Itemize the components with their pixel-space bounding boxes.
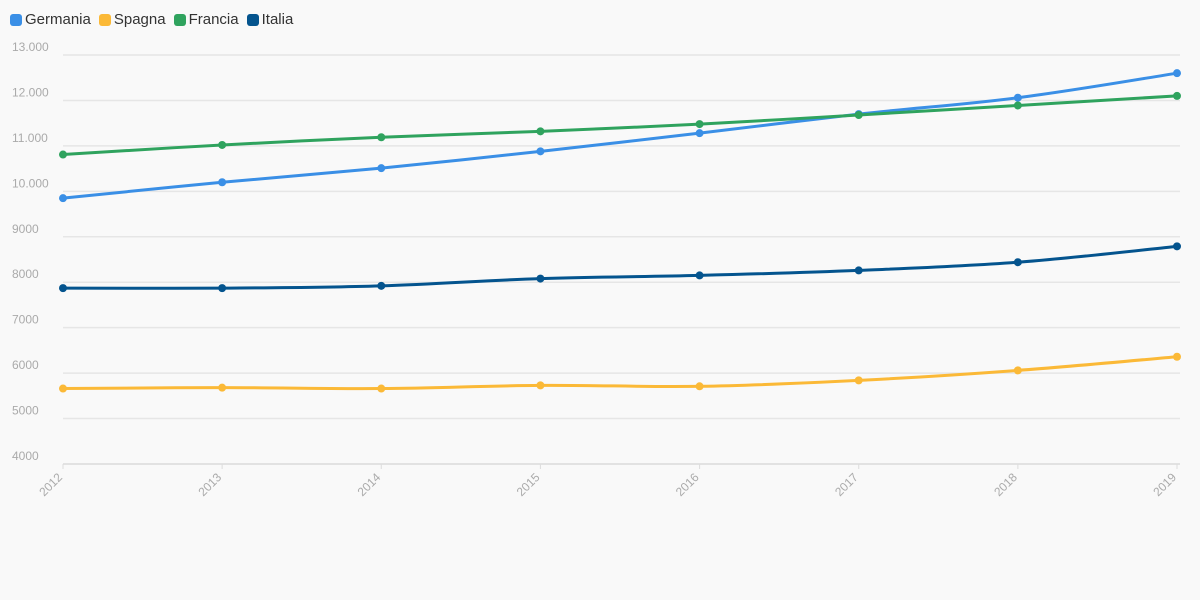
data-point-francia[interactable] xyxy=(59,150,67,159)
axis-layer: 4000 5000 6000 7000 8000 9000 10.000 11.000 12.0… xyxy=(12,40,1180,499)
y-tick-label: 13.000 xyxy=(12,40,49,54)
data-point-italia[interactable] xyxy=(1173,242,1181,251)
data-point-francia[interactable] xyxy=(1173,91,1181,100)
data-point-francia[interactable] xyxy=(695,120,704,129)
legend-swatch-italia xyxy=(246,13,259,26)
series-line-francia xyxy=(61,94,1179,157)
series-line-spagna xyxy=(61,355,1179,391)
x-tick-label: 2015 xyxy=(514,470,543,499)
data-point-francia[interactable] xyxy=(218,140,227,149)
grid-layer xyxy=(63,54,1180,465)
data-point-spagna[interactable] xyxy=(854,376,863,385)
y-tick-label: 5000 xyxy=(12,404,39,418)
x-tick-label: 2014 xyxy=(355,470,384,499)
x-tick-label: 2016 xyxy=(673,470,702,499)
x-tick-label: 2017 xyxy=(832,470,861,499)
y-tick-label: 8000 xyxy=(12,267,39,281)
legend-label-germania: Germania xyxy=(25,11,91,28)
series-layer xyxy=(59,69,1181,393)
data-point-spagna[interactable] xyxy=(59,384,67,393)
data-point-germania[interactable] xyxy=(59,194,67,203)
data-point-francia[interactable] xyxy=(1013,101,1022,110)
y-tick-label: 11.000 xyxy=(12,131,48,145)
legend-label-italia: Italia xyxy=(261,11,294,28)
x-tick-label: 2012 xyxy=(36,470,65,499)
data-point-francia[interactable] xyxy=(536,127,545,136)
data-point-spagna[interactable] xyxy=(695,382,704,391)
data-point-italia[interactable] xyxy=(218,284,227,293)
data-point-germania[interactable] xyxy=(536,147,545,156)
series-line-germania xyxy=(61,71,1179,200)
legend-swatch-germania xyxy=(10,13,22,26)
legend-swatch-spagna xyxy=(98,13,111,26)
data-point-francia[interactable] xyxy=(854,110,863,119)
legend: Germania Spagna Francia Italia xyxy=(10,11,293,28)
data-point-germania[interactable] xyxy=(1013,93,1022,102)
data-point-germania[interactable] xyxy=(1173,69,1181,78)
y-tick-label: 12.000 xyxy=(12,85,49,99)
legend-label-spagna: Spagna xyxy=(113,11,166,28)
legend-item-italia[interactable]: Italia xyxy=(246,11,294,28)
data-point-spagna[interactable] xyxy=(1173,352,1181,361)
y-tick-label: 7000 xyxy=(12,313,39,327)
data-point-italia[interactable] xyxy=(1013,258,1022,267)
y-tick-label: 6000 xyxy=(12,358,39,372)
data-point-italia[interactable] xyxy=(377,281,386,290)
data-point-italia[interactable] xyxy=(854,266,863,275)
legend-swatch-francia xyxy=(173,13,186,26)
x-tick-label: 2013 xyxy=(195,470,224,499)
data-point-germania[interactable] xyxy=(695,129,704,138)
data-point-spagna[interactable] xyxy=(377,384,386,393)
legend-label-francia: Francia xyxy=(188,11,239,28)
data-point-germania[interactable] xyxy=(377,164,386,173)
legend-item-germania[interactable]: Germania xyxy=(10,11,91,28)
data-point-spagna[interactable] xyxy=(536,381,545,390)
x-tick-label: 2019 xyxy=(1150,470,1179,499)
legend-item-francia[interactable]: Francia xyxy=(173,11,239,28)
data-point-francia[interactable] xyxy=(377,133,386,142)
y-tick-label: 9000 xyxy=(12,222,39,236)
data-point-italia[interactable] xyxy=(59,284,67,293)
data-point-germania[interactable] xyxy=(218,178,227,187)
data-point-spagna[interactable] xyxy=(218,383,227,392)
series-line-italia xyxy=(61,244,1179,290)
x-tick-label: 2018 xyxy=(991,470,1020,499)
y-tick-label: 4000 xyxy=(12,449,39,463)
legend-item-spagna[interactable]: Spagna xyxy=(98,11,166,28)
y-tick-label: 10.000 xyxy=(12,176,49,190)
data-point-spagna[interactable] xyxy=(1013,366,1022,375)
data-point-italia[interactable] xyxy=(695,271,704,280)
data-point-italia[interactable] xyxy=(536,274,545,283)
